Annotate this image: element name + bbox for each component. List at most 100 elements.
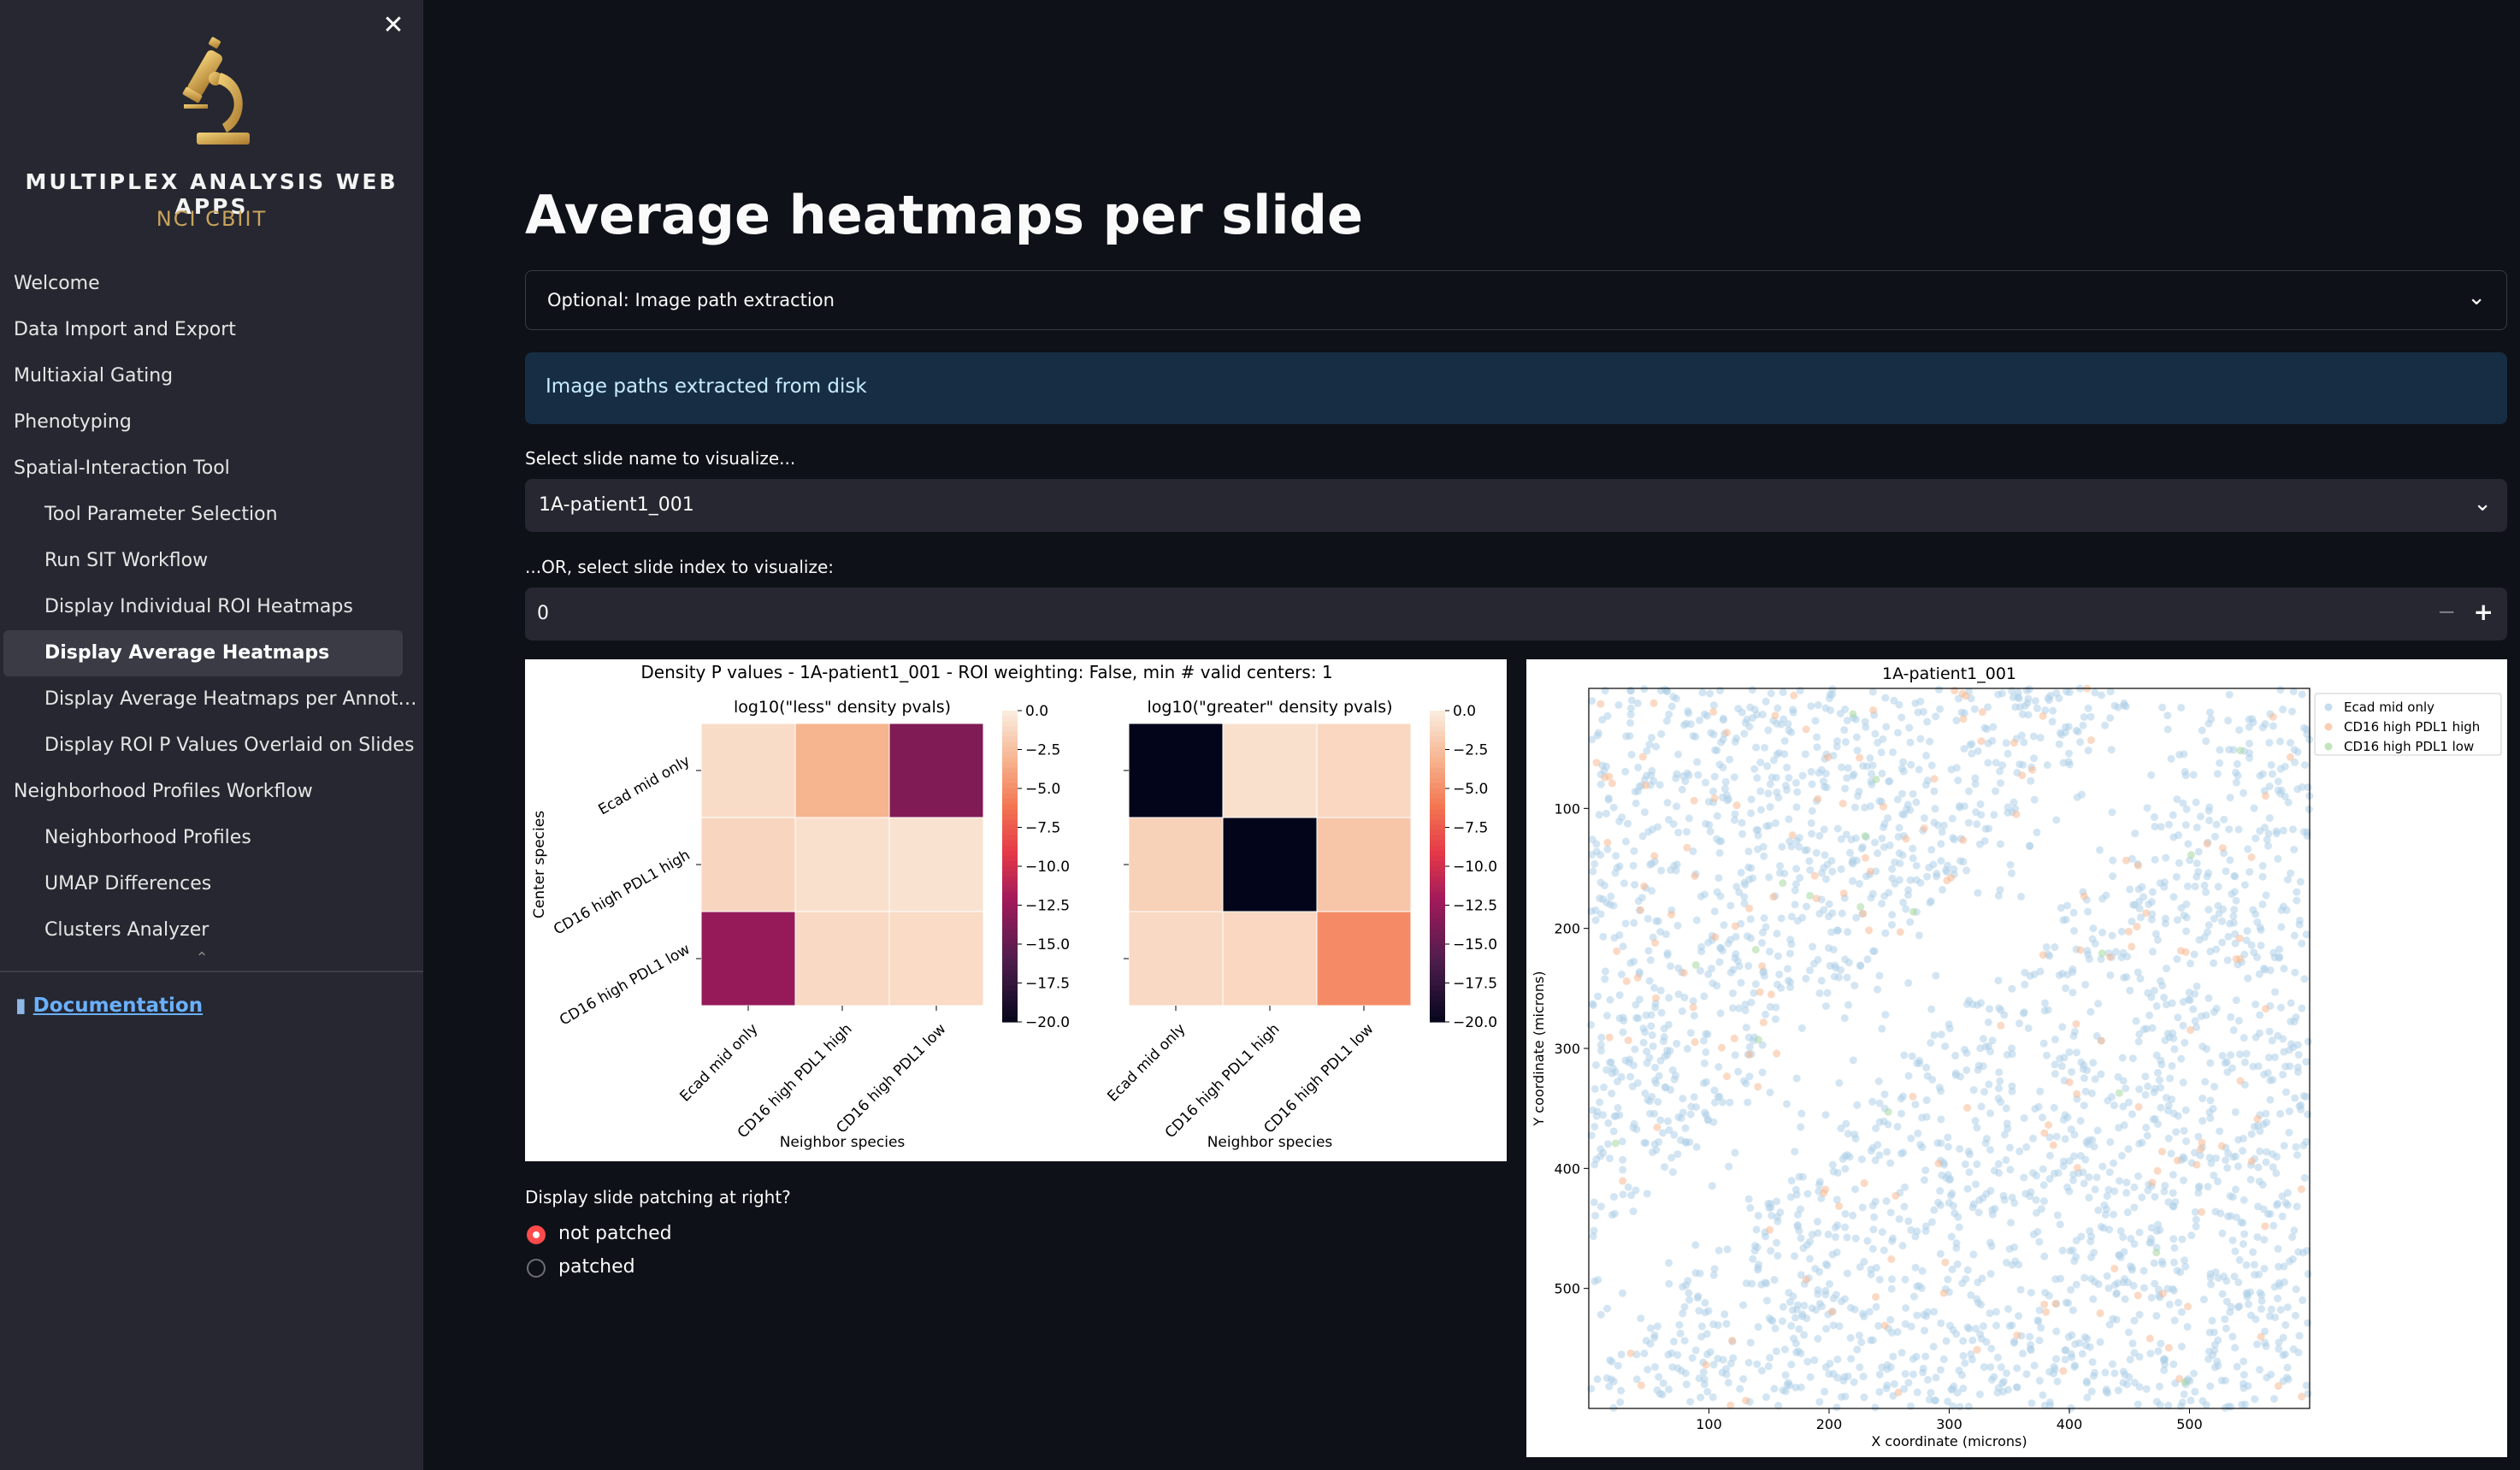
scatter-point	[1723, 1245, 1732, 1254]
scatter-point	[1708, 1182, 1716, 1190]
scatter-point	[1922, 1096, 1931, 1105]
scatter-point	[1643, 747, 1651, 755]
scatter-point	[1959, 715, 1968, 723]
scatter-point	[2233, 1362, 2241, 1371]
scatter-point	[2153, 936, 2162, 944]
scatter-point	[2207, 1159, 2216, 1167]
scatter-point	[2064, 749, 2073, 758]
nav-data-import-export[interactable]: Data Import and Export	[14, 319, 236, 340]
scatter-point	[1838, 763, 1846, 771]
scatter-point	[2206, 1059, 2215, 1067]
scatter-point	[1931, 805, 1939, 813]
increment-button[interactable]: +	[2473, 598, 2493, 626]
scatter-point	[1762, 1010, 1770, 1018]
scatter-point	[2133, 968, 2142, 977]
scatter-point	[1764, 1362, 1773, 1371]
documentation-link[interactable]: ▮ Documentation	[15, 995, 203, 1017]
colorbar-segment	[1002, 882, 1018, 888]
nav-clusters-analyzer[interactable]: Clusters Analyzer	[44, 919, 210, 941]
scatter-point	[1790, 691, 1798, 700]
scatter-point	[2234, 1278, 2243, 1287]
scatter-point	[1879, 802, 1887, 811]
scatter-point	[2191, 1387, 2199, 1396]
nav-display-individual-roi-heatmaps[interactable]: Display Individual ROI Heatmaps	[44, 596, 353, 617]
legend-label: CD16 high PDL1 low	[2344, 739, 2474, 754]
scatter-point	[1656, 1116, 1665, 1125]
nav-tool-parameter-selection[interactable]: Tool Parameter Selection	[44, 504, 278, 525]
scatter-point	[1667, 911, 1675, 919]
scatter-point	[1977, 999, 1986, 1007]
scatter-point	[1762, 1296, 1771, 1305]
scatter-point	[1973, 1160, 1981, 1168]
scatter-point	[2169, 893, 2178, 901]
scatter-point	[1996, 779, 2004, 788]
scatter-point	[1734, 705, 1743, 713]
scatter-point	[2277, 1003, 2286, 1012]
scatter-point	[1868, 1244, 1877, 1253]
scatter-point	[1953, 1260, 1962, 1268]
nav-umap-differences[interactable]: UMAP Differences	[44, 873, 212, 894]
nav-run-sit-workflow[interactable]: Run SIT Workflow	[44, 550, 209, 571]
colorbar-segment	[1430, 995, 1445, 1002]
scatter-point	[2096, 1309, 2104, 1318]
scatter-point	[1815, 1397, 1824, 1406]
scatter-point	[1625, 1059, 1633, 1067]
scatter-point	[1798, 771, 1807, 780]
scatter-point	[1992, 1321, 2001, 1330]
nav-spatial-interaction-tool[interactable]: Spatial-Interaction Tool	[14, 458, 230, 479]
slide-name-select[interactable]: 1A-patient1_001 ⌄	[525, 479, 2507, 532]
nav-display-average-heatmaps-per-annotation[interactable]: Display Average Heatmaps per Annota...	[44, 688, 423, 710]
colorbar-segment	[1430, 918, 1445, 924]
scatter-point	[2175, 750, 2184, 759]
nav-neighborhood-profiles[interactable]: Neighborhood Profiles	[44, 827, 251, 848]
scatter-point	[1988, 1206, 1997, 1214]
scatter-point	[2090, 1249, 2098, 1257]
scatter-point	[2128, 942, 2136, 951]
scatter-point	[2262, 1158, 2270, 1166]
y-axis-label: Y coordinate (microns)	[1531, 971, 1547, 1126]
nav-multiaxial-gating[interactable]: Multiaxial Gating	[14, 365, 174, 387]
scatter-point	[2227, 1012, 2235, 1021]
scatter-point	[2121, 1295, 2129, 1303]
scatter-point	[1719, 764, 1727, 772]
scatter-point	[1619, 1155, 1627, 1164]
scatter-point	[2161, 1036, 2169, 1045]
nav-phenotyping[interactable]: Phenotyping	[14, 411, 132, 433]
scatter-point	[1601, 967, 1609, 976]
scatter-point	[1909, 1292, 1918, 1301]
nav-display-roi-p-values[interactable]: Display ROI P Values Overlaid on Slides	[44, 735, 415, 756]
scatter-point	[2281, 1088, 2290, 1096]
scatter-point	[1637, 1381, 1645, 1390]
scatter-point	[1826, 1360, 1834, 1368]
main-content: Average heatmaps per slide Optional: Ima…	[423, 0, 2520, 1470]
scatter-point	[1807, 819, 1815, 828]
scatter-point	[1644, 947, 1653, 955]
decrement-button[interactable]: −	[2437, 599, 2456, 625]
scatter-point	[2045, 952, 2054, 960]
scatter-point	[1590, 1277, 1599, 1285]
scatter-point	[1678, 1007, 1686, 1015]
image-path-expander[interactable]: Optional: Image path extraction ⌄	[525, 270, 2507, 330]
scatter-point	[2169, 1029, 2177, 1037]
scatter-point	[2182, 927, 2191, 936]
chevron-up-icon[interactable]: ⌃	[195, 949, 209, 967]
scatter-point	[2119, 948, 2128, 957]
scatter-point	[2192, 1023, 2201, 1031]
scatter-point	[2235, 1255, 2244, 1264]
scatter-point	[1904, 1378, 1913, 1387]
scatter-point	[1792, 836, 1801, 845]
scatter-point	[1828, 1250, 1837, 1259]
slide-index-input[interactable]: 0 − +	[525, 587, 2507, 641]
nav-display-average-heatmaps[interactable]: Display Average Heatmaps	[3, 630, 403, 676]
colorbar-segment	[1430, 762, 1445, 769]
scatter-point	[1884, 814, 1892, 823]
scatter-point	[1624, 1183, 1632, 1191]
scatter-point	[2065, 1078, 2074, 1087]
scatter-point	[1815, 831, 1824, 840]
scatter-point	[1812, 1306, 1821, 1314]
close-sidebar-button[interactable]: ✕	[376, 9, 410, 43]
nav-neighborhood-profiles-workflow[interactable]: Neighborhood Profiles Workflow	[14, 781, 313, 802]
scatter-point	[1986, 1270, 1995, 1278]
nav-welcome[interactable]: Welcome	[14, 273, 100, 294]
scatter-point	[1837, 835, 1845, 843]
